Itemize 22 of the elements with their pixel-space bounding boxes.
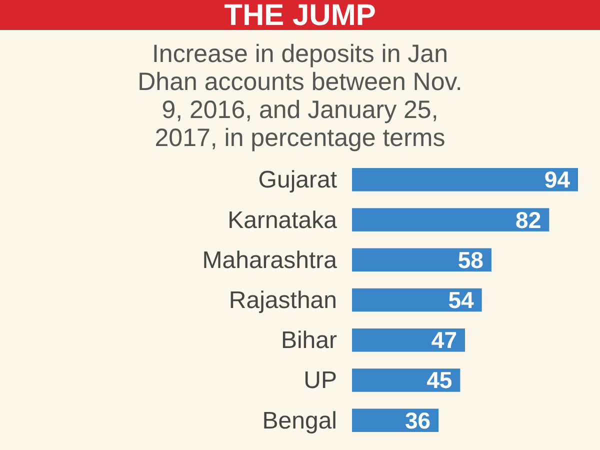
chart-title: THE JUMP [224, 0, 376, 32]
data-label: 58 [458, 246, 484, 273]
bar [352, 328, 465, 352]
data-label: 36 [404, 407, 431, 434]
data-label: 54 [448, 287, 474, 313]
y-tick-label: Bengal [262, 407, 337, 434]
y-tick-label: Bihar [280, 327, 338, 354]
bar [352, 248, 492, 272]
bar [352, 208, 550, 232]
data-label: 82 [516, 206, 542, 233]
y-tick-label: Rajasthan [228, 287, 337, 314]
y-tick-label: UP [304, 367, 337, 394]
y-tick-label: Karnataka [228, 206, 338, 234]
bar [352, 168, 578, 192]
y-tick-label: Gujarat [258, 166, 338, 194]
data-label: 47 [431, 327, 457, 354]
bar [352, 368, 460, 392]
data-label: 45 [426, 367, 452, 394]
y-tick-label: Maharashtra [202, 246, 338, 274]
data-label: 94 [544, 166, 570, 193]
chart-subtitle: Increase in deposits in Jan Dhan accounts between Nov. 9, 2016, and January 25, 2017, in percentage terms [138, 40, 462, 152]
bar [352, 288, 482, 312]
